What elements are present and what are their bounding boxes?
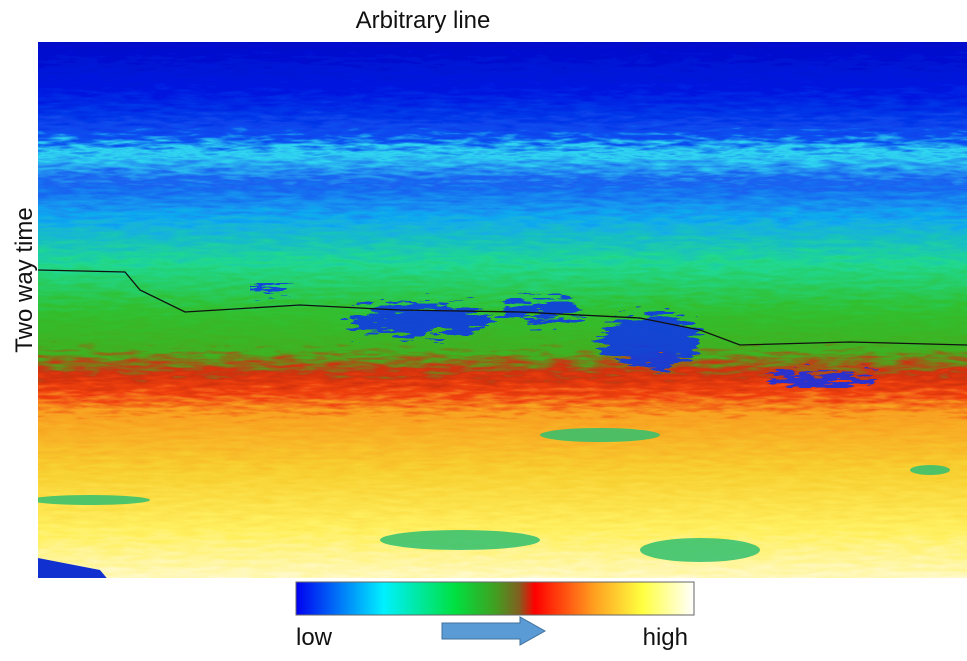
y-axis-label: Two way time <box>11 207 38 352</box>
colorbar <box>295 581 695 616</box>
title: Arbitrary line <box>356 7 491 34</box>
colorbar-low-label: low <box>296 624 333 651</box>
arrow <box>441 616 547 646</box>
seismic-section <box>38 42 967 578</box>
colorbar-high-label: high <box>643 624 688 651</box>
